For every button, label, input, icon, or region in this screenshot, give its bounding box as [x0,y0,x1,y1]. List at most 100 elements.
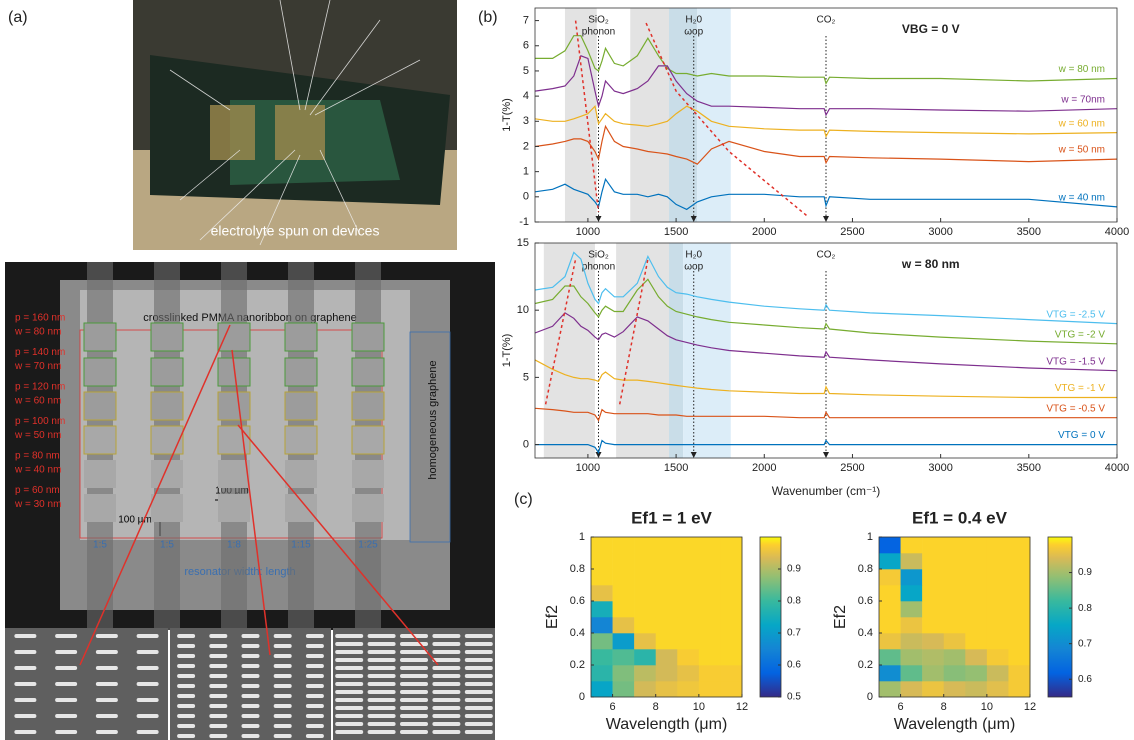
photo-caption: electrolyte spun on devices [211,223,380,239]
heat-cell [699,633,721,649]
heat-cell [720,665,742,681]
heat-cell [656,633,678,649]
sem-bar [274,664,292,668]
heat-cell [1008,553,1030,569]
sem-bar [335,722,363,726]
heat-cell [965,665,987,681]
sem-bar [306,664,324,668]
heat-cell [634,665,656,681]
ratio-label: 1:15 [291,540,311,551]
sem-bar [209,714,227,718]
sem-bar [137,698,159,702]
x-tick-label: 8 [653,701,659,713]
sem-bar [177,684,195,688]
sem-bar [55,682,77,686]
heat-cell [944,617,966,633]
sem-bar [306,674,324,678]
sem-bar [242,734,260,738]
sem-bar [96,634,118,638]
heat-cell [720,553,742,569]
sem-bar [209,654,227,658]
sem-bar [96,698,118,702]
sem-bar [465,714,493,718]
colorbar-tick-label: 0.6 [787,660,801,671]
y-tick-label: 15 [517,237,529,249]
x-tick-label: 12 [736,701,748,713]
heat-cell [901,681,923,697]
heat-cell [965,681,987,697]
sem-bar [209,664,227,668]
heat-cell [656,665,678,681]
sem-bar [14,650,36,654]
heat-cell [901,569,923,585]
heat-cell [677,665,699,681]
heat-cell [613,585,635,601]
heat-cell [922,601,944,617]
heat-cell [922,569,944,585]
sem-bar [465,730,493,734]
x-tick-label: 8 [941,701,947,713]
chart-note: VBG = 0 V [902,22,960,36]
heat-cell [922,665,944,681]
heat-cell [677,585,699,601]
heat-cell [634,617,656,633]
heat-cell [613,649,635,665]
annotation-arrow [823,452,829,458]
resonator-pad [352,392,384,420]
heat-cell [613,665,635,681]
sem-bar [368,730,396,734]
sem-bar [137,666,159,670]
y-tick-label: 3 [523,115,529,127]
y-tick-label: 0 [523,191,529,203]
legend-label: VTG = -1.5 V [1046,356,1105,367]
heat-cell [677,681,699,697]
resonator-pad [151,426,183,454]
heat-cell [1008,585,1030,601]
sem-bar [274,724,292,728]
heat-cell [922,617,944,633]
sem-bar [209,634,227,638]
shaded-band [565,8,597,222]
x-axis-label: Wavelength (μm) [606,716,728,733]
sem-bar [242,704,260,708]
colorbar-tick-label: 0.5 [787,692,801,703]
colorbar-tick-label: 0.8 [787,596,801,607]
colorbar-tick-label: 0.7 [787,628,801,639]
resonator-pad [218,323,250,351]
y-tick-label: 6 [523,40,529,52]
resonator-label: w = 40 nm [14,465,61,476]
sem-bar [306,634,324,638]
sem-bar [335,706,363,710]
annotation-label: ωop [684,27,703,38]
sem-bar [368,690,396,694]
heat-cell [656,649,678,665]
heat-cell [699,681,721,697]
heat-cell [901,649,923,665]
heat-cell [720,585,742,601]
legend-label: VTG = -2 V [1055,329,1106,340]
sem-bar [96,666,118,670]
heat-cell [634,585,656,601]
y-tick-label: 4 [523,90,529,102]
heat-cell [613,601,635,617]
panel-label: (c) [514,491,533,508]
heat-cell [1008,537,1030,553]
y-tick-label: 0.6 [570,595,585,607]
colorbar [760,537,781,697]
resonator-pad [218,392,250,420]
resonator-pad [352,358,384,386]
legend-label: w = 50 nm [1058,145,1105,156]
sem-bar [432,674,460,678]
heat-cell [699,665,721,681]
scale-label: 100 µm [118,515,152,526]
heat-cell [922,553,944,569]
sem-bar [96,650,118,654]
legend-label: VTG = -2.5 V [1046,309,1105,320]
x-tick-label: 10 [693,701,705,713]
sem-bar [137,682,159,686]
sem-bar [274,634,292,638]
sem-bar [432,706,460,710]
sem-bar [274,654,292,658]
sem-bar [177,714,195,718]
heat-cell [699,601,721,617]
